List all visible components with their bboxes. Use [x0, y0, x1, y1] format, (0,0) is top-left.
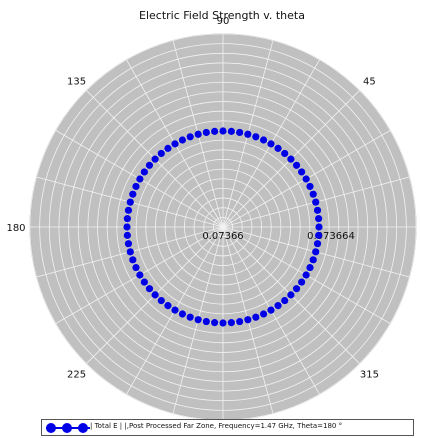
data-point [227, 127, 235, 135]
data-point [313, 240, 322, 248]
data-point [292, 285, 301, 293]
data-point [281, 296, 289, 305]
data-point [219, 127, 227, 135]
angle-tick-180: 180 [6, 223, 25, 234]
data-point [312, 248, 320, 256]
data-point [140, 168, 148, 176]
data-point [306, 182, 314, 191]
radial-tick-center: 0.07366 [202, 231, 243, 242]
grid-lines [29, 33, 417, 421]
data-point [124, 206, 133, 214]
data-point [194, 130, 202, 138]
data-point [315, 215, 323, 223]
data-point [312, 198, 320, 206]
data-point [306, 263, 314, 272]
data-point [164, 302, 172, 310]
radial-tick-labels: 0.07366 0.073664 [202, 231, 355, 242]
angle-tick-135: 135 [67, 77, 86, 88]
data-point [157, 149, 165, 158]
data-point [287, 155, 295, 163]
data-point [164, 144, 172, 152]
data-point [151, 291, 159, 299]
series-points [123, 127, 323, 327]
data-point [259, 136, 268, 144]
data-point [236, 128, 244, 137]
data-point [145, 285, 154, 293]
data-point [145, 161, 154, 169]
data-point [186, 313, 194, 321]
data-point [178, 310, 187, 318]
data-point [136, 271, 144, 279]
data-point [157, 296, 165, 305]
angle-tick-labels: 04590135180225315 [6, 16, 379, 380]
chart-title: Electric Field Strength v. theta [139, 9, 305, 22]
data-point [236, 317, 244, 326]
angle-tick-315: 315 [360, 369, 379, 380]
data-point [267, 140, 275, 148]
angle-tick-90: 90 [217, 16, 230, 27]
data-point [274, 302, 282, 310]
data-point [202, 128, 210, 137]
data-point [171, 306, 179, 314]
data-point [178, 136, 187, 144]
data-point [151, 155, 159, 163]
data-point [292, 161, 301, 169]
data-point [123, 215, 131, 223]
data-point [126, 198, 134, 206]
legend [41, 419, 414, 436]
data-point [171, 140, 179, 148]
data-point [129, 190, 137, 198]
data-point [227, 319, 235, 327]
data-point [313, 206, 322, 214]
data-point [132, 182, 140, 191]
data-point [315, 231, 323, 239]
data-point [259, 310, 268, 318]
angle-tick-225: 225 [67, 369, 86, 380]
legend-label: | Total E | |,Post Processed Far Zone, F… [90, 422, 343, 430]
data-point [244, 130, 252, 138]
data-point [252, 313, 260, 321]
data-point [281, 149, 289, 158]
data-point [136, 175, 144, 183]
data-point [132, 263, 140, 272]
data-point [219, 319, 227, 327]
data-point [186, 133, 194, 141]
angle-tick-45: 45 [363, 77, 376, 88]
data-point [298, 278, 306, 286]
data-point [140, 278, 148, 286]
data-point [302, 175, 310, 183]
data-point [309, 190, 317, 198]
data-point [302, 271, 310, 279]
data-point [126, 248, 134, 256]
data-point [211, 319, 219, 327]
legend-marker [46, 423, 90, 433]
data-point [252, 133, 260, 141]
data-point [123, 223, 131, 231]
data-point [309, 256, 317, 264]
data-point [274, 144, 282, 152]
data-point [211, 127, 219, 135]
data-point [298, 168, 306, 176]
data-point [315, 223, 323, 231]
data-point [202, 317, 210, 326]
data-point [267, 306, 275, 314]
data-point [244, 316, 252, 324]
data-point [194, 316, 202, 324]
data-point [123, 231, 131, 239]
data-point [287, 291, 295, 299]
radial-tick-outer: 0.073664 [307, 231, 355, 242]
data-point [124, 240, 133, 248]
data-point [129, 256, 137, 264]
